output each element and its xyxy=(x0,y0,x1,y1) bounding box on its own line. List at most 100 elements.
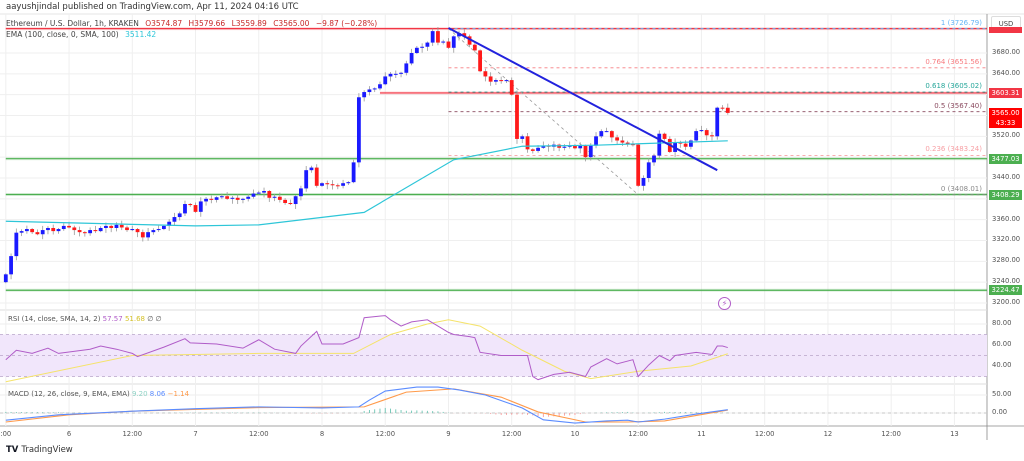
candle-up xyxy=(304,170,309,189)
rsi-tick-label: 40.00 xyxy=(992,361,1012,369)
price-badge: 3408.29 xyxy=(989,189,1022,200)
candle-down xyxy=(51,227,56,232)
candle-up xyxy=(130,229,135,231)
bearish-trendline xyxy=(448,27,718,172)
candle-down xyxy=(109,225,114,228)
candle-up xyxy=(351,162,356,183)
candle-up xyxy=(98,227,103,232)
macd-label[interactable]: MACD (12, 26, close, 9, EMA, EMA) xyxy=(8,390,130,398)
candle-down xyxy=(573,145,577,149)
price-tick-label: 3240.00 xyxy=(992,277,1021,286)
candle-up xyxy=(399,72,403,74)
candle-down xyxy=(325,183,330,185)
candle-up xyxy=(646,162,651,178)
ema-value: 3511.42 xyxy=(125,30,157,39)
candle-down xyxy=(193,205,198,212)
trendlines[interactable] xyxy=(448,27,718,172)
candle-down xyxy=(725,107,730,113)
candle-up xyxy=(699,130,704,132)
alert-lightning-icon[interactable]: ⚡ xyxy=(718,297,731,310)
rsi-band xyxy=(0,334,987,414)
fib-level-label: 0 (3408.01) xyxy=(940,184,982,193)
candle-down xyxy=(631,144,635,146)
candle-up xyxy=(578,145,583,149)
top-level-badge xyxy=(989,26,1022,33)
candle-up xyxy=(172,217,177,222)
price-tick-label: 3360.00 xyxy=(992,214,1021,223)
candle-down xyxy=(625,142,630,145)
time-tick-label: 10 xyxy=(570,430,580,438)
candle-up xyxy=(219,196,224,198)
candle-down xyxy=(335,185,340,187)
candle-up xyxy=(494,80,498,82)
candle-down xyxy=(67,225,71,228)
candle-down xyxy=(267,191,272,198)
price-badge: 3565.00 43:33 xyxy=(989,107,1022,128)
candle-up xyxy=(256,192,261,194)
time-tick-label: 8 xyxy=(319,430,325,438)
candle-up xyxy=(19,231,24,233)
price-badge: 3477.03 xyxy=(989,153,1022,164)
candle-up xyxy=(156,229,161,231)
candle-down xyxy=(488,76,493,82)
macd-value: 8.06 xyxy=(149,390,166,398)
candle-up xyxy=(146,232,150,238)
ema-label[interactable]: EMA (100, close, 0, SMA, 100) xyxy=(6,30,119,39)
rsi-extra: ∅ ∅ xyxy=(147,315,162,323)
macd-tick-label: 0.00 xyxy=(992,408,1008,416)
candle-down xyxy=(82,232,87,234)
candle-up xyxy=(262,191,266,193)
rsi-tick-label: 80.00 xyxy=(992,319,1012,327)
candle-down xyxy=(235,197,240,200)
time-tick-label: 12:00 xyxy=(501,430,522,438)
candle-up xyxy=(641,177,646,186)
candle-up xyxy=(177,213,182,218)
ohlc-open: O3574.87 xyxy=(145,19,183,28)
candle-down xyxy=(446,41,451,48)
candle-up xyxy=(183,204,187,214)
candle-up xyxy=(383,76,388,85)
candle-up xyxy=(88,230,93,234)
candle-down xyxy=(72,227,77,231)
candle-down xyxy=(483,71,488,77)
candle-up xyxy=(393,73,398,75)
time-tick-label: 12 xyxy=(823,430,833,438)
candle-down xyxy=(499,80,504,82)
candle-down xyxy=(288,202,293,205)
symbol-title[interactable]: Ethereum / U.S. Dollar, 1h, KRAKEN xyxy=(6,19,139,28)
horizontal-levels[interactable] xyxy=(5,27,988,292)
candle-up xyxy=(299,188,303,197)
candle-up xyxy=(541,145,546,148)
candle-down xyxy=(636,144,641,186)
candle-up xyxy=(536,147,540,151)
candle-up xyxy=(320,183,324,186)
ohlc-low: L3559.89 xyxy=(231,19,267,28)
indicator-lines xyxy=(5,140,729,424)
fib-diagonal-line xyxy=(448,28,639,195)
rsi-sma-value: 51.68 xyxy=(124,315,145,323)
candle-up xyxy=(657,133,662,156)
ohlc-change: −9.87 (−0.28%) xyxy=(315,19,378,28)
price-tick-label: 3520.00 xyxy=(992,131,1021,140)
candle-down xyxy=(515,94,519,139)
candle-up xyxy=(409,53,414,64)
candle-up xyxy=(241,198,245,200)
price-tick-label: 3640.00 xyxy=(992,68,1021,77)
candle-up xyxy=(430,31,435,43)
candle-down xyxy=(283,199,288,203)
rsi-label[interactable]: RSI (14, close, SMA, 14, 2) xyxy=(8,315,101,323)
candle-up xyxy=(441,41,446,43)
candle-up xyxy=(372,88,377,90)
fib-level-label: 0.236 (3483.24) xyxy=(925,145,982,154)
candle-down xyxy=(710,135,714,137)
fib-level-label: 0.5 (3567.40) xyxy=(934,101,982,110)
brand-name: TradingView xyxy=(21,445,73,455)
candle-up xyxy=(14,232,19,257)
price-tick-label: 3680.00 xyxy=(992,48,1021,56)
time-tick-label: 12:00 xyxy=(881,430,901,438)
candle-down xyxy=(704,130,709,136)
candle-down xyxy=(436,31,440,43)
candle-up xyxy=(599,131,604,137)
candle-up xyxy=(562,146,567,148)
